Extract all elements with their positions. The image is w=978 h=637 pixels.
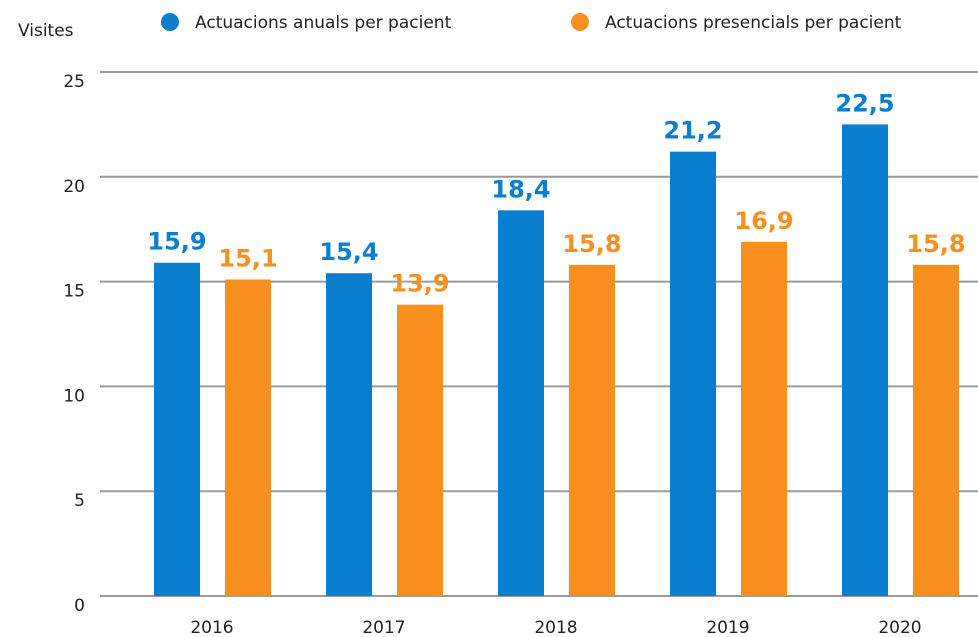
legend-label: Actuacions anuals per pacient bbox=[195, 13, 452, 33]
bar bbox=[913, 264, 959, 596]
legend-marker bbox=[161, 13, 179, 31]
value-label: 15,8 bbox=[906, 230, 965, 258]
y-tick-label: 0 bbox=[74, 596, 85, 616]
value-label: 16,9 bbox=[734, 207, 793, 235]
legend-marker bbox=[571, 13, 589, 31]
value-label: 18,4 bbox=[491, 175, 550, 203]
y-tick-label: 10 bbox=[63, 386, 85, 406]
x-tick-label: 2019 bbox=[706, 618, 749, 637]
x-tick-label: 2016 bbox=[190, 618, 233, 637]
x-tick-label: 2020 bbox=[878, 618, 921, 637]
bar bbox=[225, 279, 271, 596]
legend-label: Actuacions presencials per pacient bbox=[605, 13, 902, 33]
value-label: 15,9 bbox=[147, 228, 206, 256]
value-label: 21,2 bbox=[663, 117, 722, 145]
bar bbox=[326, 273, 372, 596]
y-tick-label: 5 bbox=[74, 491, 85, 511]
value-label: 15,4 bbox=[319, 238, 378, 266]
bar bbox=[498, 210, 544, 596]
bar bbox=[154, 262, 200, 596]
value-label: 15,8 bbox=[562, 230, 621, 258]
bar bbox=[670, 151, 716, 596]
bar bbox=[741, 241, 787, 596]
y-tick-label: 25 bbox=[63, 72, 85, 92]
value-label: 22,5 bbox=[835, 89, 894, 117]
value-label: 13,9 bbox=[390, 270, 449, 298]
x-tick-label: 2017 bbox=[362, 618, 405, 637]
x-tick-label: 2018 bbox=[534, 618, 577, 637]
y-axis-label: Visites bbox=[18, 21, 74, 41]
y-tick-label: 20 bbox=[63, 177, 85, 197]
y-tick-label: 15 bbox=[63, 282, 85, 302]
bar bbox=[397, 304, 443, 596]
bar bbox=[842, 124, 888, 597]
bar bbox=[569, 264, 615, 596]
value-label: 15,1 bbox=[218, 245, 277, 273]
